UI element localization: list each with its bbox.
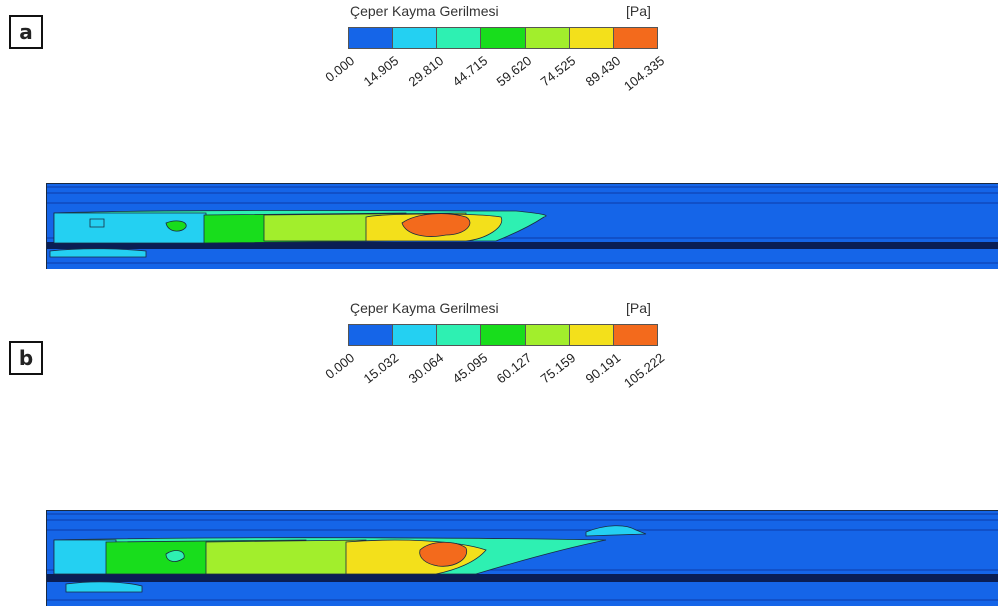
legend-title-a: Çeper Kayma Gerilmesi (350, 3, 499, 19)
legend-swatch-4 (481, 325, 526, 345)
legend-swatch-4 (481, 28, 526, 48)
legend-swatch-5 (525, 28, 570, 48)
legend-swatch-2 (393, 28, 438, 48)
dark-band (46, 574, 998, 582)
contour-band-2 (165, 550, 185, 562)
shear-stress-contour-b (46, 510, 998, 606)
legend-swatch-1 (349, 325, 394, 345)
contour-plot-a (46, 183, 998, 269)
legend-unit-a: [Pa] (626, 3, 651, 19)
legend-swatch-1 (349, 28, 394, 48)
legend-swatch-3 (437, 28, 482, 48)
contour-band-6 (419, 541, 468, 567)
contour-plot-b (46, 510, 998, 606)
contour-band-4 (205, 539, 367, 575)
legend-swatch-7 (613, 28, 657, 48)
contour-band-3 (165, 220, 187, 232)
panel-label-a: a (9, 15, 43, 49)
legend-color-bar-b (348, 324, 658, 346)
panel-label-b-text: b (18, 346, 34, 370)
legend-color-bar-a (348, 27, 658, 49)
legend-swatch-3 (437, 325, 482, 345)
contour-band-1 (49, 248, 147, 258)
contour-band-1 (585, 525, 647, 537)
legend-swatch-6 (569, 28, 614, 48)
panel-label-a-text: a (19, 20, 33, 44)
legend-swatch-6 (569, 325, 614, 345)
contour-band-1 (65, 581, 143, 593)
legend-title-b: Çeper Kayma Gerilmesi (350, 300, 499, 316)
contour-band-1 (89, 218, 105, 228)
legend-unit-b: [Pa] (626, 300, 651, 316)
dark-band (46, 242, 998, 249)
legend-swatch-5 (525, 325, 570, 345)
color-legend-b: Çeper Kayma Gerilmesi [Pa] (348, 297, 668, 407)
color-legend-a: Çeper Kayma Gerilmesi [Pa] (348, 0, 668, 110)
legend-swatch-2 (393, 325, 438, 345)
shear-stress-contour-a (46, 183, 998, 269)
legend-swatch-7 (613, 325, 657, 345)
contour-band-6 (401, 213, 471, 237)
panel-label-b: b (9, 341, 43, 375)
